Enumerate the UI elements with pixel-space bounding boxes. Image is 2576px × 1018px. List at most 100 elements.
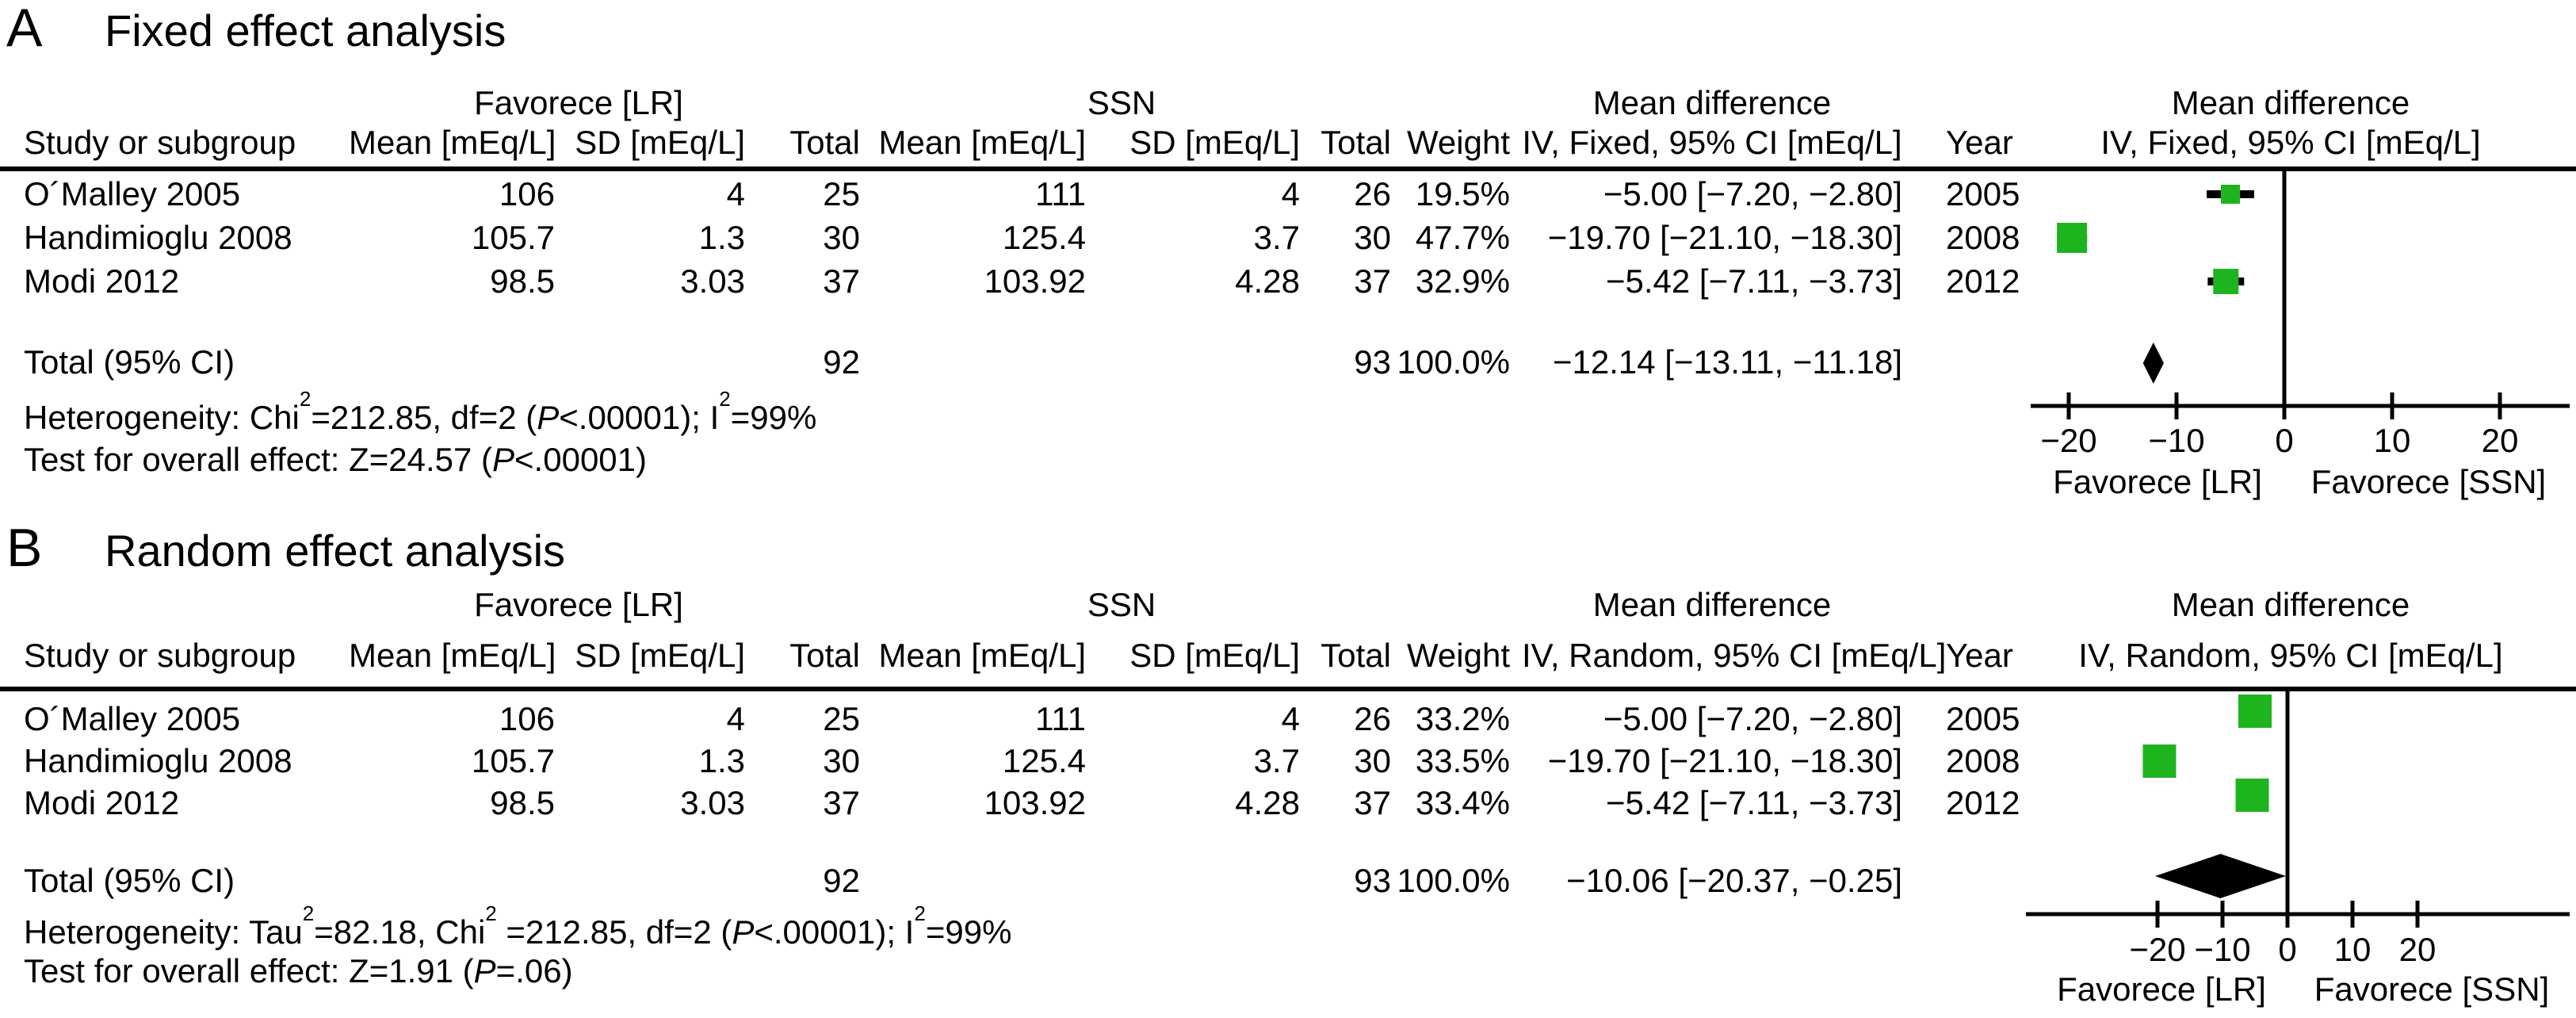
tick-label: 20: [2482, 422, 2519, 459]
plot-header-line1: Mean difference: [2171, 586, 2410, 623]
total-md-ci: −10.06 [−20.37, −0.25]: [1566, 862, 1902, 899]
cell-sd-lr: 4: [726, 700, 745, 737]
cell-mean-lr: 98.5: [490, 784, 555, 821]
cell-sd-ssn: 4: [1281, 175, 1300, 212]
cell-study: O´Malley 2005: [24, 175, 241, 212]
study-marker: [2057, 223, 2088, 253]
cell-md-ci: −5.42 [−7.11, −3.73]: [1605, 262, 1902, 300]
study-marker: [2142, 744, 2177, 778]
cell-mean-ssn: 111: [1035, 700, 1086, 737]
cell-total-lr: 30: [823, 742, 860, 779]
heterogeneity-line: Heterogeneity: Chi2=212.85, df=2 (P<.000…: [24, 386, 817, 436]
col-header-weight: Weight: [1407, 124, 1510, 161]
cell-total-ssn: 30: [1354, 219, 1391, 256]
table-header-rule: [0, 687, 2576, 691]
cell-sd-lr: 1.3: [698, 219, 745, 256]
col-header-sd-ssn: SD [mEq/L]: [1129, 637, 1300, 674]
cell-mean-ssn: 125.4: [1002, 742, 1086, 779]
cell-total-lr: 37: [823, 262, 860, 300]
heterogeneity-line: Heterogeneity: Tau2=82.18, Chi2 =212.85,…: [24, 901, 1012, 951]
tick-label: 0: [2278, 931, 2296, 968]
cell-total-ssn: 37: [1354, 262, 1391, 300]
cell-md-ci: −19.70 [−21.10, −18.30]: [1547, 219, 1902, 256]
axis-tick: [2415, 901, 2420, 928]
col-header-mean-lr: Mean [mEq/L]: [349, 124, 556, 161]
cell-md-ci: −19.70 [−21.10, −18.30]: [1547, 742, 1902, 779]
col-header-sd-lr: SD [mEq/L]: [575, 124, 745, 161]
summary-diamond: [2154, 854, 2286, 898]
cell-year: 2012: [1946, 262, 2020, 300]
cell-mean-ssn: 103.92: [984, 262, 1086, 300]
total-row-label: Total (95% CI): [24, 862, 235, 899]
group-header-ssn: SSN: [1087, 586, 1156, 623]
cell-md-ci: −5.00 [−7.20, −2.80]: [1603, 175, 1902, 212]
axis-tick: [2498, 392, 2502, 419]
cell-year: 2008: [1946, 742, 2020, 779]
study-marker: [2213, 269, 2239, 294]
cell-study: Handimioglu 2008: [24, 742, 292, 779]
cell-total-ssn: 37: [1354, 784, 1391, 821]
cell-total-ssn: 30: [1354, 742, 1391, 779]
x-axis: [2031, 404, 2570, 408]
cell-mean-ssn: 125.4: [1002, 219, 1086, 256]
cell-year: 2005: [1946, 175, 2020, 212]
axis-tick: [2220, 901, 2225, 928]
col-header-weight: Weight: [1407, 637, 1510, 674]
col-header-year: Year: [1946, 124, 2013, 161]
overall-effect-line: Test for overall effect: Z=1.91 (P=.06): [24, 952, 573, 989]
axis-tick: [2285, 901, 2290, 928]
cell-md-ci: −5.42 [−7.11, −3.73]: [1605, 784, 1902, 821]
cell-study: Modi 2012: [24, 784, 180, 821]
axis-tick: [2174, 392, 2179, 419]
axis-tick: [2282, 392, 2287, 419]
forest-plot-b: −20 −10 0 10 20 Favorece [LR] Favorece [SSN]: [2026, 691, 2570, 1008]
axis-label-right: Favorece [SSN]: [2311, 463, 2546, 500]
cell-sd-lr: 3.03: [680, 262, 745, 300]
axis-tick: [2350, 901, 2355, 928]
zero-line: [2282, 171, 2287, 408]
cell-mean-ssn: 111: [1035, 175, 1086, 212]
tick-label: −20: [2040, 422, 2096, 459]
col-header-mean-ssn: Mean [mEq/L]: [878, 637, 1086, 674]
md-header-line1: Mean difference: [1592, 586, 1832, 623]
total-n-lr: 92: [823, 862, 860, 899]
md-header-line2: IV, Random, 95% CI [mEq/L]: [1522, 637, 1947, 674]
col-header-year: Year: [1946, 637, 2013, 674]
cell-mean-ssn: 103.92: [984, 784, 1086, 821]
cell-year: 2005: [1946, 700, 2020, 737]
tick-label: 20: [2399, 931, 2436, 968]
cell-sd-lr: 4: [726, 175, 745, 212]
cell-study: O´Malley 2005: [24, 700, 241, 737]
col-header-total-ssn: Total: [1320, 637, 1391, 674]
cell-sd-lr: 3.03: [680, 784, 745, 821]
overall-effect-line: Test for overall effect: Z=24.57 (P<.000…: [24, 441, 648, 478]
x-axis: [2026, 912, 2570, 917]
col-header-mean-lr: Mean [mEq/L]: [349, 637, 556, 674]
forest-plot-a: −20 −10 0 10 20 Favorece [LR] Favorece [SSN]: [2031, 171, 2570, 500]
study-marker: [2238, 695, 2272, 728]
col-header-total-lr: Total: [789, 637, 860, 674]
cell-weight: 32.9%: [1415, 262, 1510, 300]
axis-tick: [2390, 392, 2394, 419]
panel-b-title: Random effect analysis: [105, 526, 566, 576]
table-header-rule: [0, 166, 2576, 171]
col-header-total-lr: Total: [789, 124, 860, 161]
col-header-study: Study or subgroup: [24, 124, 296, 161]
cell-weight: 47.7%: [1415, 219, 1510, 256]
md-header-line2: IV, Fixed, 95% CI [mEq/L]: [1522, 124, 1902, 161]
zero-line: [2285, 691, 2290, 916]
plot-header-line2: IV, Fixed, 95% CI [mEq/L]: [2100, 124, 2481, 161]
cell-study: Modi 2012: [24, 262, 180, 300]
cell-weight: 33.4%: [1415, 784, 1510, 821]
axis-label-right: Favorece [SSN]: [2314, 970, 2549, 1008]
cell-total-ssn: 26: [1354, 175, 1391, 212]
total-n-ssn: 93: [1354, 343, 1391, 381]
panel-b-letter: B: [6, 518, 43, 578]
col-header-study: Study or subgroup: [24, 637, 296, 674]
cell-total-lr: 25: [823, 175, 860, 212]
col-header-sd-ssn: SD [mEq/L]: [1129, 124, 1300, 161]
group-header-lr: Favorece [LR]: [474, 84, 683, 121]
total-md-ci: −12.14 [−13.11, −11.18]: [1553, 343, 1902, 381]
total-weight: 100.0%: [1397, 862, 1510, 899]
